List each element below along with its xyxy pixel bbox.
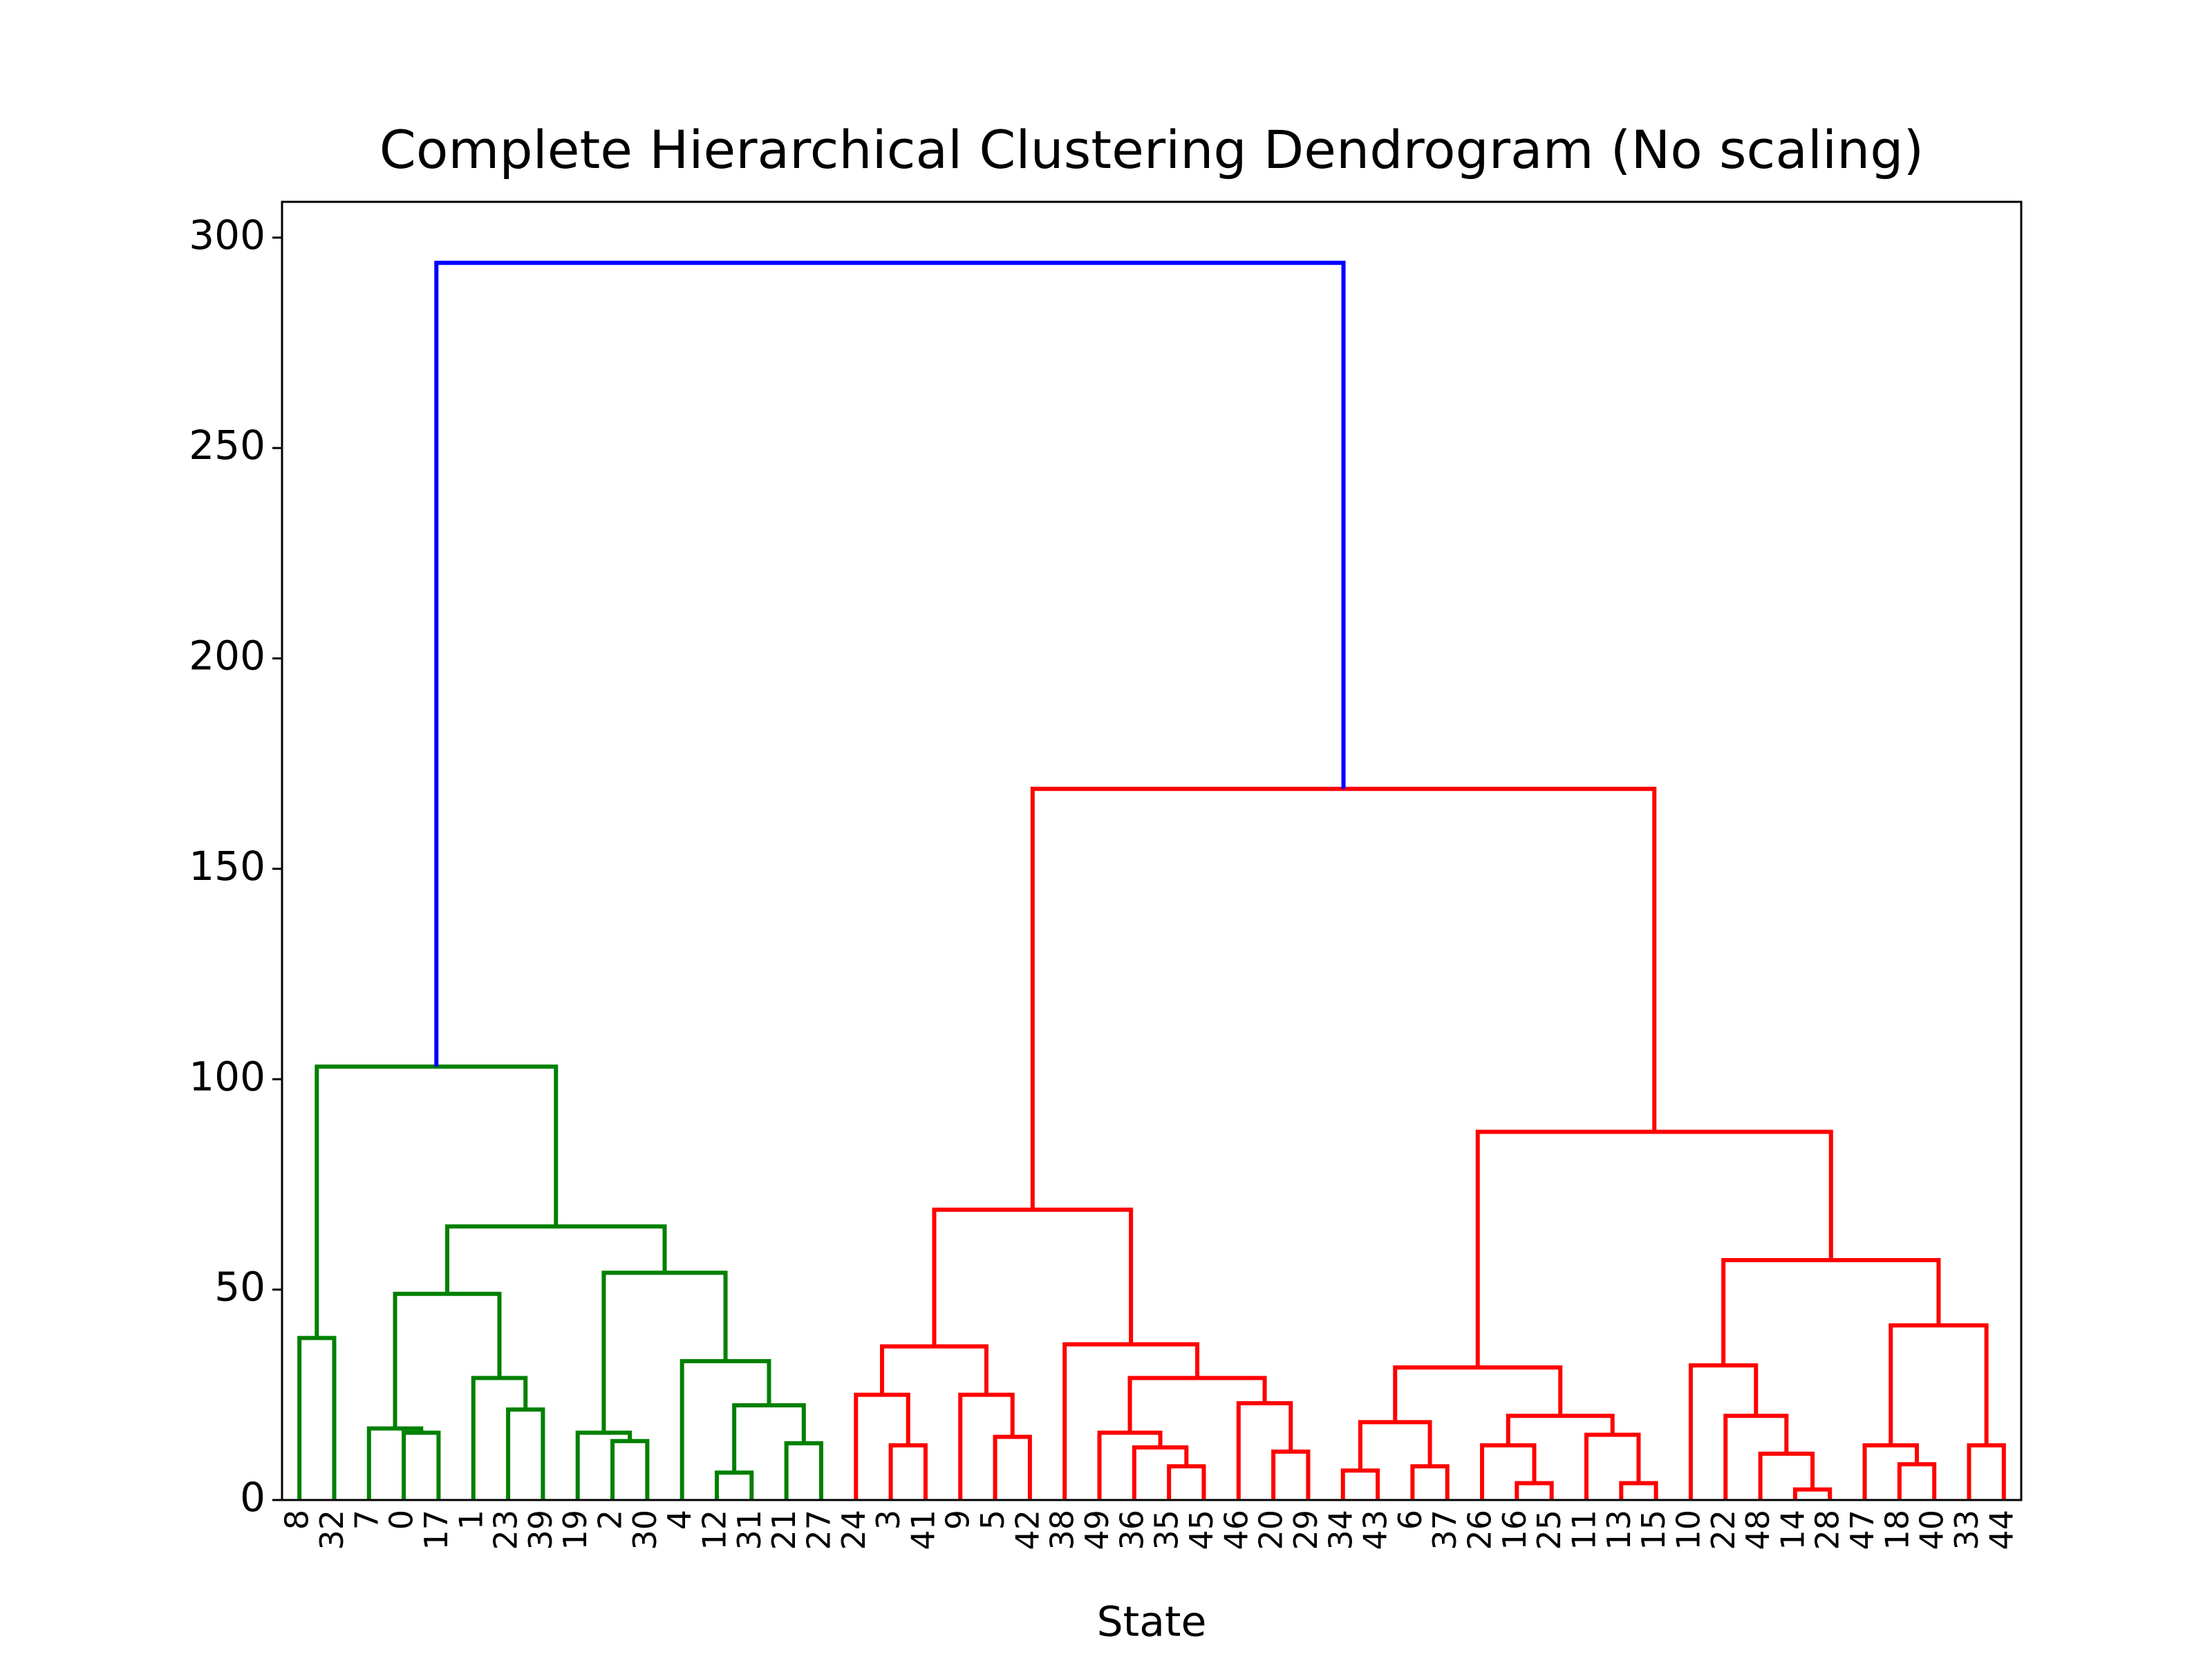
- leaf-label: 8: [279, 1510, 316, 1530]
- dendrogram-link: [575, 1430, 632, 1500]
- leaf-label: 19: [556, 1510, 594, 1550]
- leaf-label: 36: [1113, 1510, 1150, 1550]
- leaf-label: 22: [1705, 1510, 1742, 1550]
- dendrogram-link: [1506, 1414, 1615, 1445]
- leaf-label: 25: [1530, 1510, 1568, 1550]
- plot-frame: [281, 200, 2023, 1501]
- dendrogram-link: [506, 1407, 545, 1500]
- dendrogram-link: [402, 1430, 441, 1500]
- leaf-label: 28: [1809, 1510, 1846, 1550]
- leaf-label: 4: [661, 1510, 698, 1530]
- leaf-label: 20: [1253, 1510, 1290, 1550]
- leaf-label: 35: [1148, 1510, 1185, 1550]
- dendrogram-link: [993, 1434, 1032, 1500]
- leaf-label: 11: [1566, 1510, 1603, 1550]
- leaf-label: 15: [1635, 1510, 1672, 1550]
- dendrogram-link: [1236, 1400, 1293, 1500]
- leaf-label: 33: [1948, 1510, 1985, 1550]
- y-tick-label: 50: [214, 1264, 265, 1311]
- leaf-label: 26: [1461, 1510, 1499, 1550]
- dendrogram-link: [1030, 787, 1657, 1210]
- dendrogram-link: [315, 1064, 559, 1338]
- leaf-label: 3: [870, 1510, 907, 1530]
- leaf-label: 31: [731, 1510, 768, 1550]
- leaf-label: 14: [1774, 1510, 1811, 1550]
- dendrogram-link: [880, 1344, 988, 1395]
- leaf-label: 13: [1600, 1510, 1638, 1550]
- dendrogram-link: [1167, 1464, 1206, 1500]
- y-tick-label: 0: [240, 1474, 265, 1521]
- leaf-label: 6: [1391, 1510, 1429, 1530]
- leaf-label: 47: [1844, 1510, 1881, 1550]
- leaf-label: 21: [765, 1510, 803, 1550]
- dendrogram-link: [1897, 1462, 1937, 1500]
- leaf-label: 37: [1426, 1510, 1463, 1550]
- dendrogram-link: [784, 1441, 823, 1500]
- dendrogram-link: [1888, 1323, 1989, 1445]
- leaf-label: 42: [1009, 1510, 1046, 1550]
- leaf-label: 24: [835, 1510, 872, 1550]
- y-tick-label: 250: [189, 422, 265, 469]
- leaf-label: 41: [904, 1510, 941, 1550]
- leaf-label: 10: [1669, 1510, 1707, 1550]
- leaf-label: 9: [939, 1510, 977, 1530]
- leaf-label: 5: [974, 1510, 1011, 1530]
- leaf-label: 12: [696, 1510, 733, 1550]
- leaf-label: 40: [1913, 1510, 1951, 1550]
- leaf-label: 1: [452, 1510, 489, 1530]
- leaf-label: 27: [800, 1510, 837, 1550]
- leaf-label: 44: [1983, 1510, 2020, 1550]
- leaf-label: 29: [1287, 1510, 1324, 1550]
- leaf-label: 34: [1322, 1510, 1359, 1550]
- dendrogram-link: [1758, 1452, 1815, 1500]
- leaf-label: 43: [1357, 1510, 1394, 1550]
- leaf-label: 49: [1078, 1510, 1116, 1550]
- y-tick-label: 150: [189, 843, 265, 890]
- y-tick-label: 200: [189, 632, 265, 679]
- leaf-label: 17: [418, 1510, 455, 1550]
- leaf-label: 2: [592, 1510, 629, 1530]
- leaf-label: 0: [383, 1510, 420, 1530]
- x-axis-label: State: [1097, 1598, 1207, 1647]
- leaf-label: 46: [1217, 1510, 1255, 1550]
- leaf-label: 30: [626, 1510, 664, 1550]
- dendrogram-link: [1340, 1468, 1380, 1500]
- dendrogram-link: [1410, 1464, 1450, 1500]
- leaf-label: 18: [1878, 1510, 1915, 1550]
- leaf-label: 23: [487, 1510, 525, 1550]
- y-tick-label: 100: [189, 1053, 265, 1100]
- leaf-label: 7: [348, 1510, 385, 1530]
- leaf-label: 48: [1739, 1510, 1777, 1550]
- chart-title: Complete Hierarchical Clustering Dendrog…: [379, 119, 1924, 180]
- leaf-label: 38: [1044, 1510, 1081, 1550]
- y-tick-label: 300: [189, 212, 265, 259]
- leaf-label: 45: [1183, 1510, 1220, 1550]
- dendrogram-link: [1097, 1430, 1163, 1500]
- dendrogram-link: [1688, 1363, 1759, 1500]
- leaf-label: 32: [313, 1510, 350, 1550]
- leaf-label: 16: [1496, 1510, 1533, 1550]
- leaf-label: 39: [522, 1510, 559, 1550]
- dendrogram-link: [1723, 1414, 1789, 1500]
- dendrogram-link: [434, 261, 1346, 1067]
- dendrogram-link: [1132, 1445, 1189, 1500]
